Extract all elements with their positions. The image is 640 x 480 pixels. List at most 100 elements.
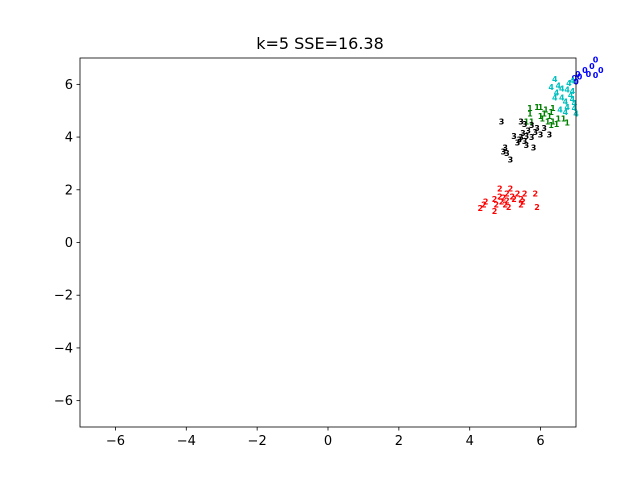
data-point: 3	[541, 124, 547, 133]
x-tick-label: 4	[466, 434, 474, 449]
data-point: 3	[534, 124, 540, 133]
data-point: 1	[548, 121, 554, 130]
data-point: 2	[518, 200, 524, 209]
data-point: 0	[577, 72, 583, 81]
data-point: 3	[522, 120, 528, 129]
data-point: 2	[499, 198, 505, 207]
data-point: 2	[478, 204, 484, 213]
data-point: 0	[598, 66, 604, 75]
data-point: 4	[563, 97, 569, 106]
data-point: 1	[540, 115, 546, 124]
data-point: 1	[534, 103, 540, 112]
data-point: 3	[508, 155, 514, 164]
data-point: 3	[525, 126, 531, 135]
data-point: 4	[570, 95, 576, 104]
data-point: 0	[586, 70, 592, 79]
data-point: 2	[483, 198, 489, 207]
data-point: 2	[522, 190, 528, 199]
data-point: 4	[552, 75, 558, 84]
data-point: 2	[493, 200, 499, 209]
data-point: 2	[534, 203, 540, 212]
data-point: 2	[481, 200, 487, 209]
data-point: 3	[511, 132, 517, 141]
data-point: 4	[557, 105, 563, 114]
data-point: 1	[541, 109, 547, 118]
data-point: 1	[547, 112, 553, 121]
data-point: 1	[548, 108, 554, 117]
data-point: 3	[504, 149, 510, 158]
data-point: 0	[571, 74, 577, 83]
data-point: 1	[550, 104, 556, 113]
data-point: 2	[497, 192, 503, 201]
data-point: 2	[504, 196, 510, 205]
data-point: 2	[511, 195, 517, 204]
data-point: 2	[497, 184, 503, 193]
data-point: 3	[515, 138, 521, 147]
data-point: 2	[492, 195, 498, 204]
data-point: 1	[564, 119, 570, 128]
data-point: 0	[593, 71, 599, 80]
data-point: 3	[531, 144, 537, 153]
x-tick-label: 6	[536, 434, 544, 449]
data-point: 2	[506, 203, 512, 212]
data-point: 1	[538, 112, 544, 121]
data-point: 3	[518, 133, 524, 142]
data-point: 4	[568, 91, 574, 100]
x-tick-label: 0	[324, 434, 332, 449]
data-point: 0	[582, 66, 588, 75]
data-point: 4	[559, 94, 565, 103]
x-tick-label: −6	[106, 434, 125, 449]
data-point: 3	[547, 130, 553, 139]
data-point: 1	[545, 117, 551, 126]
data-point: 4	[570, 87, 576, 96]
data-point: 0	[575, 70, 581, 79]
data-point: 2	[520, 198, 526, 207]
data-point: 3	[518, 117, 524, 126]
y-tick-label: −2	[54, 289, 73, 304]
data-point: 1	[527, 104, 533, 113]
data-point: 4	[570, 76, 576, 85]
y-tick-label: 2	[65, 183, 73, 198]
data-point: 3	[538, 130, 544, 139]
data-point: 1	[538, 103, 544, 112]
y-tick-label: −4	[54, 341, 73, 356]
data-point: 4	[559, 84, 565, 93]
data-point: 4	[554, 88, 560, 97]
data-point: 3	[520, 129, 526, 138]
data-point: 3	[524, 132, 530, 141]
data-point: 3	[499, 117, 505, 126]
x-tick-label: −2	[248, 434, 267, 449]
data-point: 3	[502, 144, 508, 153]
data-point: 3	[532, 128, 538, 137]
cluster-1-points: 1 11 1 11 1 11 11 1 1 1 11 1 111	[524, 103, 571, 130]
data-point: 4	[552, 94, 558, 103]
data-point: 1	[561, 115, 567, 124]
data-point: 1	[529, 117, 535, 126]
data-point: 2	[518, 195, 524, 204]
data-point: 4	[563, 108, 569, 117]
chart-title: k=5 SSE=16.38	[256, 34, 384, 53]
cluster-2-points: 2 22 2 2 22 22 2 2 22 2 2 22 2 2 22 2 22	[478, 184, 540, 215]
data-point: 2	[501, 194, 507, 203]
data-point: 4	[564, 103, 570, 112]
data-point: 3	[529, 121, 535, 130]
data-point: 1	[554, 120, 560, 129]
y-tick-label: −6	[54, 394, 73, 409]
x-tick-label: 2	[395, 434, 403, 449]
y-tick-label: 6	[65, 78, 73, 93]
data-point: 4	[571, 104, 577, 113]
data-point: 4	[548, 83, 554, 92]
data-point: 1	[524, 117, 530, 126]
data-point: 0	[593, 55, 599, 64]
data-point: 3	[501, 148, 507, 157]
data-point: 2	[509, 192, 515, 201]
data-point: 2	[492, 207, 498, 216]
data-point: 2	[515, 190, 521, 199]
axes: −6 −4 −2 0 2 4 6 −6 −4 −2 0 2 4 6	[54, 57, 577, 449]
data-point: 2	[502, 200, 508, 209]
data-point: 4	[566, 79, 572, 88]
data-point: 4	[555, 82, 561, 91]
